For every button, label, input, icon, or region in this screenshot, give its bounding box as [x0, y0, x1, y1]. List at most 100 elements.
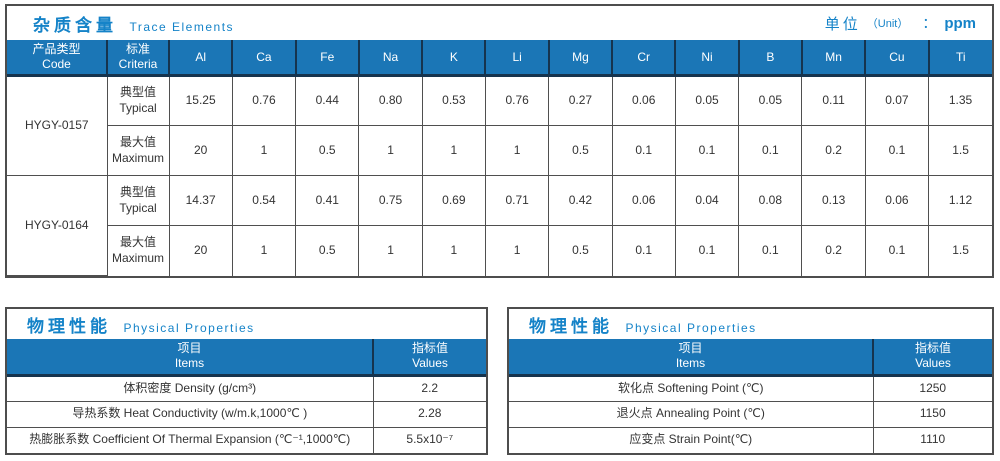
table-row-strain-point: 应变点 Strain Point(℃) 1110: [509, 426, 992, 453]
value-cell: 1: [358, 225, 423, 276]
trace-title: 杂质含量 Trace Elements: [33, 11, 234, 36]
phys-left-title-en: Physical Properties: [123, 320, 255, 335]
col-header-element: Ti: [927, 40, 992, 77]
value-cell: 0.1: [611, 225, 676, 276]
table-row-hygy0164-typical: HYGY-0164 典型值 Typical 14.37 0.54 0.41 0.…: [7, 175, 992, 276]
value-cell: 1.5: [928, 225, 992, 276]
col-header-element: Fe: [294, 40, 359, 77]
trace-elements-table: 产品类型 Code 标准 Criteria Al Ca Fe Na K Li M…: [7, 40, 992, 276]
unit-label: 单位 （Unit） ： ppm: [825, 13, 976, 34]
value-cell: 20: [168, 225, 233, 276]
value-cell: 0.04: [674, 175, 740, 226]
value-cell: 0.76: [484, 75, 550, 126]
value-cell: 0.05: [674, 75, 740, 126]
value-cell: 0.2: [801, 225, 866, 276]
col-header-element: Ca: [231, 40, 296, 77]
value-cell: 0.41: [295, 175, 360, 226]
physical-properties-left-section: 物理性能 Physical Properties 项目 Items 指标值 Va…: [5, 307, 488, 455]
table-row-annealing-point: 退火点 Annealing Point (℃) 1150: [509, 400, 992, 428]
col-header-criteria-en: Criteria: [118, 57, 158, 71]
value-cell: 5.5x10⁻⁷: [372, 426, 486, 453]
criteria-maximum-zh: 最大值: [119, 134, 156, 149]
item-cell: 退火点 Annealing Point (℃): [509, 400, 874, 428]
trace-header-row: 产品类型 Code 标准 Criteria Al Ca Fe Na K Li M…: [7, 40, 992, 77]
value-cell: 1110: [872, 426, 992, 453]
col-header-element: Cr: [611, 40, 676, 77]
value-cell: 0.76: [231, 75, 297, 126]
value-cell: 0.42: [548, 175, 613, 226]
phys-left-title: 物理性能 Physical Properties: [27, 312, 255, 337]
col-header-values: 指标值 Values: [372, 339, 486, 377]
value-cell: 0.71: [484, 175, 550, 226]
col-header-criteria-zh: 标准: [125, 42, 150, 56]
value-cell: 0.5: [295, 125, 360, 176]
value-cell: 0.75: [358, 175, 423, 226]
col-header-items-en: Items: [174, 356, 205, 371]
value-cell: 1: [484, 125, 550, 176]
criteria-maximum-zh: 最大值: [119, 235, 156, 250]
col-header-values: 指标值 Values: [872, 339, 992, 377]
criteria-typical-zh: 典型值: [119, 85, 156, 100]
value-cell: 1.12: [928, 175, 992, 226]
col-header-values-en: Values: [915, 356, 951, 371]
unit-value: ppm: [944, 14, 976, 32]
table-row-density: 体积密度 Density (g/cm³) 2.2: [7, 374, 486, 402]
trace-title-zh: 杂质含量: [33, 15, 117, 35]
value-cell: 0.06: [611, 75, 676, 126]
value-cell: 2.2: [372, 374, 486, 402]
value-cell: 0.13: [801, 175, 866, 226]
physical-properties-right-table: 项目 Items 指标值 Values 软化点 Softening Point …: [509, 339, 992, 453]
value-cell: 0.5: [548, 225, 613, 276]
value-cell: 14.37: [168, 175, 233, 226]
table-row-softening-point: 软化点 Softening Point (℃) 1250: [509, 374, 992, 402]
criteria-maximum-en: Maximum: [111, 150, 164, 165]
table-row-hygy0157-maximum: 最大值 Maximum 20 1 0.5 1 1 1 0.5 0.1 0.1 0…: [7, 125, 992, 176]
unit-zh: 单位: [824, 15, 861, 33]
value-cell: 0.2: [801, 125, 866, 176]
col-header-element: Cu: [864, 40, 929, 77]
value-cell: 1: [231, 125, 297, 176]
value-cell: 15.25: [168, 75, 233, 126]
value-cell: 0.5: [295, 225, 360, 276]
item-cell: 导热系数 Heat Conductivity (w/m.k,1000℃ ): [7, 400, 374, 428]
unit-paren: （Unit）: [866, 18, 909, 30]
col-header-element: Mg: [547, 40, 613, 77]
col-header-code-en: Code: [42, 57, 71, 71]
table-row-thermal-expansion: 热膨胀系数 Coefficient Of Thermal Expansion (…: [7, 426, 486, 453]
value-cell: 1: [358, 125, 423, 176]
criteria-label-maximum: 最大值 Maximum: [107, 225, 170, 276]
phys-right-header-row: 项目 Items 指标值 Values: [509, 339, 992, 377]
value-cell: 1150: [872, 400, 992, 428]
value-cell: 0.05: [738, 75, 803, 126]
col-header-element: B: [737, 40, 802, 77]
product-code: HYGY-0164: [7, 175, 108, 276]
col-header-criteria: 标准 Criteria: [106, 40, 169, 77]
physical-properties-left-table: 项目 Items 指标值 Values 体积密度 Density (g/cm³)…: [7, 339, 486, 453]
table-row-hygy0157-typical: HYGY-0157 典型值 Typical 15.25 0.76 0.44 0.…: [7, 75, 992, 176]
trace-title-en: Trace Elements: [129, 19, 235, 34]
value-cell: 0.08: [738, 175, 803, 226]
value-cell: 0.1: [611, 125, 676, 176]
phys-left-title-row: 物理性能 Physical Properties: [7, 309, 486, 339]
value-cell: 1: [421, 225, 486, 276]
item-cell: 热膨胀系数 Coefficient Of Thermal Expansion (…: [7, 426, 374, 453]
criteria-typical-zh: 典型值: [119, 184, 156, 199]
col-header-element: K: [421, 40, 486, 77]
col-header-element: Ni: [674, 40, 739, 77]
value-cell: 0.1: [864, 225, 930, 276]
value-cell: 0.06: [864, 175, 930, 226]
col-header-element: Al: [167, 40, 233, 77]
value-cell: 20: [168, 125, 233, 176]
value-cell: 0.53: [421, 75, 486, 126]
col-header-code: 产品类型 Code: [7, 40, 107, 77]
value-cell: 2.28: [372, 400, 486, 428]
trace-title-row: 杂质含量 Trace Elements 单位 （Unit） ： ppm: [7, 6, 992, 40]
col-header-items-en: Items: [675, 356, 706, 371]
value-cell: 0.11: [801, 75, 866, 126]
value-cell: 1: [231, 225, 297, 276]
table-row-heat-conductivity: 导热系数 Heat Conductivity (w/m.k,1000℃ ) 2.…: [7, 400, 486, 428]
value-cell: 0.1: [738, 125, 803, 176]
table-row-hygy0164-maximum: 最大值 Maximum 20 1 0.5 1 1 1 0.5 0.1 0.1 0…: [7, 225, 992, 276]
value-cell: 0.06: [611, 175, 676, 226]
value-cell: 0.1: [864, 125, 930, 176]
